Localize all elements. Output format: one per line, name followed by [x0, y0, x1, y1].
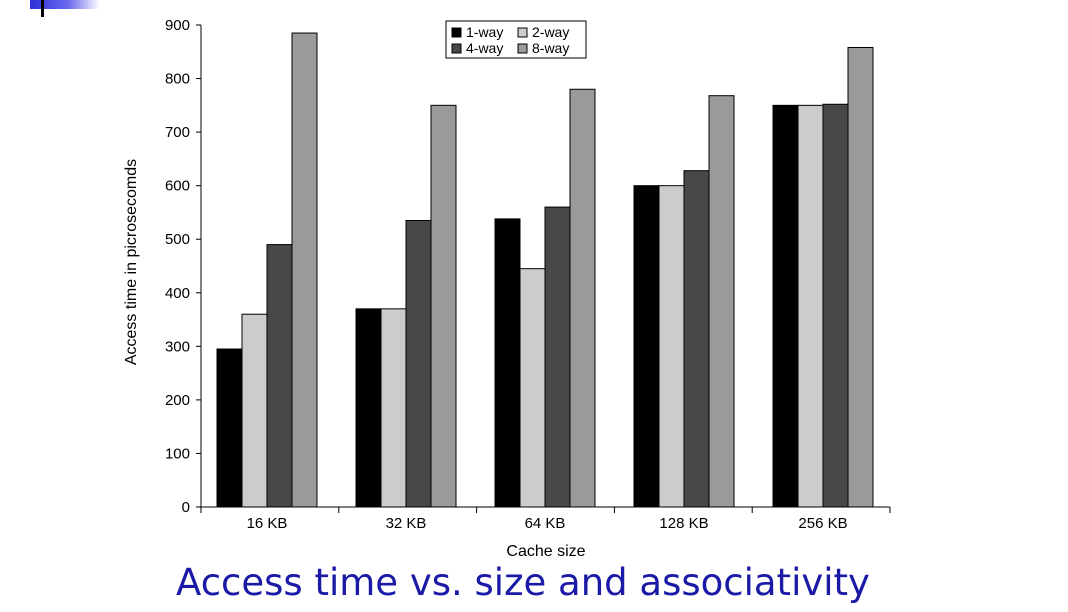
- y-tick-label: 700: [165, 124, 190, 141]
- legend-box: [445, 20, 587, 59]
- bar: [822, 103, 849, 508]
- x-tick-label: 16 KB: [247, 515, 288, 532]
- y-tick-label: 400: [165, 285, 190, 302]
- x-axis-title: Cache size: [506, 543, 585, 560]
- y-axis-title: Access time in picrosecomds: [123, 159, 140, 365]
- y-tick-label: 500: [165, 231, 190, 248]
- y-tick-label: 900: [165, 17, 190, 34]
- bar: [544, 206, 571, 508]
- bar: [494, 218, 521, 508]
- y-tick-label: 100: [165, 445, 190, 462]
- legend-label: 4-way: [466, 40, 503, 56]
- bar: [291, 32, 318, 508]
- x-tick-label: 32 KB: [386, 515, 427, 532]
- y-tick-label: 0: [182, 499, 190, 516]
- legend-label: 8-way: [532, 40, 569, 56]
- y-tick-label: 300: [165, 338, 190, 355]
- bar: [633, 185, 660, 508]
- legend-swatch: [451, 27, 462, 38]
- bar: [772, 104, 799, 508]
- bar: [797, 104, 824, 508]
- bar-chart: 0 100 200 300 400 500 600 700 800 900 16 KB 32 KB 64…: [123, 17, 891, 560]
- slide-title: Access time vs. size and associativity: [176, 561, 870, 604]
- y-tick-label: 200: [165, 392, 190, 409]
- x-tick-label: 128 KB: [659, 515, 708, 532]
- bar: [708, 95, 735, 508]
- bar: [266, 244, 293, 508]
- y-tick-label: 800: [165, 71, 190, 88]
- bar: [683, 170, 710, 508]
- y-tick-label: 600: [165, 178, 190, 195]
- bar: [847, 46, 874, 508]
- slide-corner-tick: [41, 0, 44, 17]
- legend-label: 2-way: [532, 24, 569, 40]
- bar: [519, 268, 546, 508]
- bar: [430, 104, 457, 508]
- bar: [658, 185, 685, 508]
- bar: [569, 88, 596, 508]
- bar: [405, 219, 432, 508]
- legend-swatch: [517, 43, 528, 54]
- x-tick-label: 256 KB: [798, 515, 847, 532]
- bar: [380, 308, 407, 508]
- bar: [355, 308, 382, 508]
- slide-corner-decoration: [30, 0, 100, 9]
- bar: [216, 348, 243, 508]
- legend-swatch: [451, 43, 462, 54]
- bar: [241, 313, 268, 508]
- legend-swatch: [517, 27, 528, 38]
- legend-label: 1-way: [466, 24, 503, 40]
- x-tick-label: 64 KB: [525, 515, 566, 532]
